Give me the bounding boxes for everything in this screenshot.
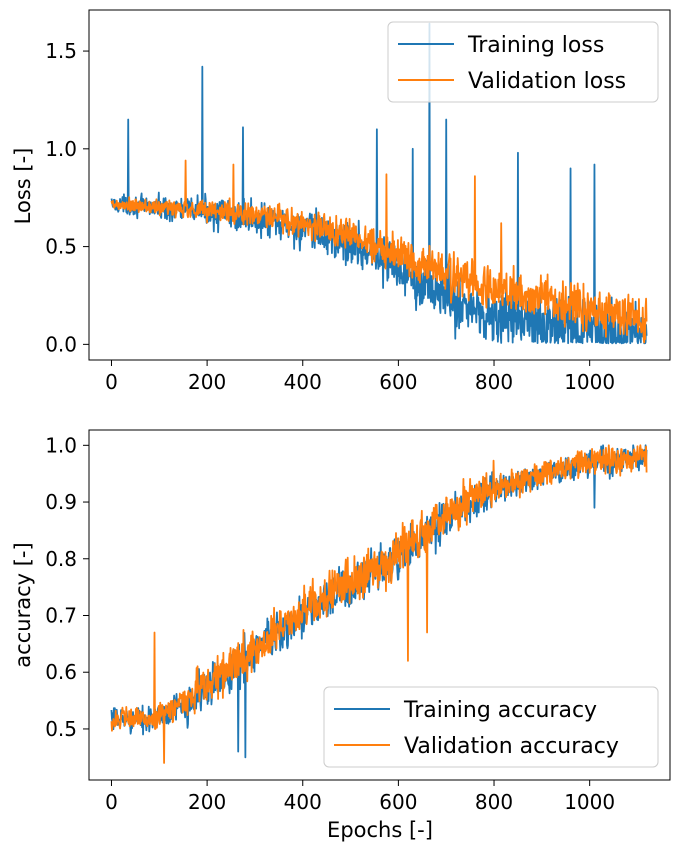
legend-label: Validation accuracy (404, 734, 619, 759)
y-tick-label: 1.0 (45, 433, 77, 457)
accuracy-y-axis-label: accuracy [-] (11, 542, 35, 667)
loss-validation-line (110, 159, 648, 344)
legend-box (323, 686, 659, 768)
loss-panel: 0 200 400 600 800 1000 0.0 0.5 1.0 1.5 Loss [-] T… (11, 9, 671, 394)
x-tick-label: 1000 (564, 790, 615, 814)
x-tick-label: 600 (379, 370, 417, 394)
y-tick-label: 0.8 (45, 547, 77, 571)
x-tick-label: 0 (105, 790, 118, 814)
y-tick-label: 1.5 (45, 39, 77, 63)
loss-y-axis-label: Loss [-] (11, 148, 35, 225)
legend-label: Training accuracy (403, 698, 597, 723)
legend-label: Training loss (467, 33, 604, 58)
legend-box (387, 21, 659, 103)
x-tick-label: 400 (284, 370, 322, 394)
accuracy-validation-line (110, 444, 648, 764)
x-tick-label: 800 (475, 370, 513, 394)
y-tick-label: 0.9 (45, 490, 77, 514)
x-tick-label: 600 (379, 790, 417, 814)
loss-axes-frame (88, 9, 671, 361)
x-tick-label: 200 (188, 790, 226, 814)
y-tick-label: 0.6 (45, 660, 77, 684)
accuracy-legend: Training accuracy Validation accuracy (323, 686, 659, 768)
accuracy-plot-area (110, 444, 648, 764)
x-tick-label: 400 (284, 790, 322, 814)
y-tick-label: 0.0 (45, 332, 77, 356)
accuracy-panel: 0 200 400 600 800 1000 0.5 0.6 0.7 0.8 0.9 1.0 accu… (11, 429, 671, 842)
x-tick-label: 1000 (564, 370, 615, 394)
loss-plot-area (110, 22, 648, 345)
accuracy-axes-frame (88, 429, 671, 781)
y-tick-label: 0.7 (45, 603, 77, 627)
accuracy-ticks: 0 200 400 600 800 1000 0.5 0.6 0.7 0.8 0.9 1.0 (45, 433, 615, 814)
x-tick-label: 200 (188, 370, 226, 394)
loss-ticks: 0 200 400 600 800 1000 0.0 0.5 1.0 1.5 (45, 39, 615, 394)
loss-legend: Training loss Validation loss (387, 21, 659, 103)
y-tick-label: 0.5 (45, 717, 77, 741)
y-tick-label: 0.5 (45, 235, 77, 259)
accuracy-x-axis-label: Epochs [-] (327, 818, 433, 842)
x-tick-label: 0 (105, 370, 118, 394)
legend-label: Validation loss (468, 69, 626, 94)
y-tick-label: 1.0 (45, 137, 77, 161)
x-tick-label: 800 (475, 790, 513, 814)
